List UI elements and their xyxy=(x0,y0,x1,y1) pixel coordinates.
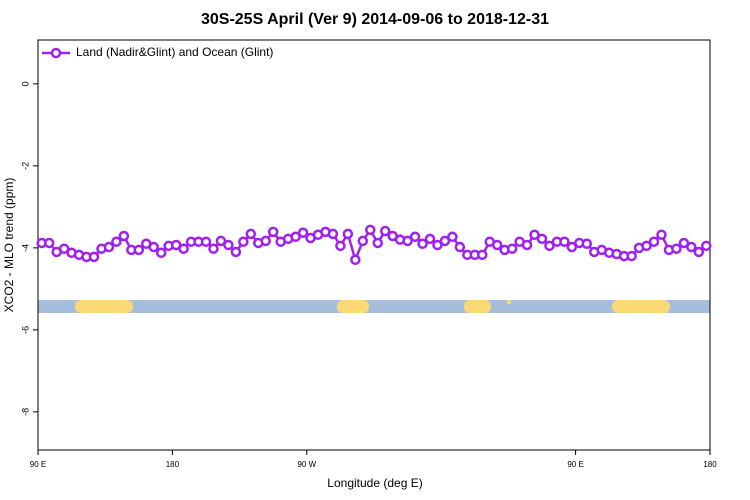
data-point xyxy=(111,236,122,247)
data-point xyxy=(409,231,421,243)
data-point xyxy=(230,246,242,258)
data-point xyxy=(223,239,234,251)
data-point xyxy=(178,243,189,254)
data-point xyxy=(267,226,279,238)
data-point xyxy=(447,231,458,243)
y-tick-label: -6 xyxy=(20,326,30,334)
x-tick-label: 90 W xyxy=(297,460,316,469)
data-point xyxy=(260,235,271,247)
data-point xyxy=(402,235,413,247)
land-segment xyxy=(75,300,133,313)
data-point xyxy=(506,243,518,254)
data-point xyxy=(200,236,212,247)
data-point xyxy=(148,241,159,253)
data-point xyxy=(432,239,443,251)
data-point xyxy=(417,238,428,250)
data-point xyxy=(566,241,578,253)
data-point xyxy=(581,238,593,250)
data-point xyxy=(327,228,339,240)
data-point xyxy=(656,229,667,240)
land-segment xyxy=(464,300,491,313)
data-point xyxy=(701,240,712,252)
data-point xyxy=(686,241,697,253)
data-point xyxy=(626,250,637,262)
legend-label: Land (Nadir&Glint) and Ocean (Glint) xyxy=(76,45,273,59)
data-point xyxy=(491,239,503,251)
data-point xyxy=(544,240,555,252)
data-point xyxy=(678,237,690,249)
data-point xyxy=(238,236,249,247)
data-point xyxy=(529,229,540,240)
y-tick-label: -2 xyxy=(20,162,30,170)
data-point xyxy=(521,239,533,251)
data-point xyxy=(350,254,361,266)
data-point xyxy=(641,240,652,252)
data-point xyxy=(342,228,354,240)
data-point xyxy=(536,233,548,245)
x-tick-label: 180 xyxy=(703,460,717,469)
data-point xyxy=(297,227,309,238)
ocean-band xyxy=(38,300,710,313)
data-point xyxy=(648,236,660,247)
data-point xyxy=(424,233,436,245)
land-ocean-band xyxy=(38,300,710,313)
data-point xyxy=(559,236,570,247)
data-point xyxy=(335,240,346,252)
y-tick-label: -4 xyxy=(20,244,30,252)
y-tick-label: -8 xyxy=(20,408,30,416)
land-segment xyxy=(337,300,369,313)
data-point xyxy=(103,241,115,253)
y-tick-label: 0 xyxy=(20,81,30,86)
data-point xyxy=(693,246,705,258)
y-axis-label: XCO2 - MLO trend (ppm) xyxy=(2,178,16,313)
land-segment xyxy=(612,300,670,313)
chart-title: 30S-25S April (Ver 9) 2014-09-06 to 2018… xyxy=(201,11,549,28)
data-point xyxy=(43,237,55,249)
data-point xyxy=(439,235,451,247)
data-point xyxy=(357,235,369,247)
data-point xyxy=(671,243,682,254)
data-point xyxy=(454,241,466,253)
data-point xyxy=(208,243,219,254)
data-point xyxy=(118,230,130,242)
legend-marker xyxy=(50,47,62,59)
data-point xyxy=(379,225,391,237)
land-segment xyxy=(507,300,511,304)
data-point xyxy=(58,243,70,254)
data-point xyxy=(290,231,301,243)
x-tick-label: 90 E xyxy=(30,460,46,469)
data-point xyxy=(365,224,376,236)
x-tick-label: 180 xyxy=(166,460,180,469)
x-tick-label: 90 E xyxy=(567,460,583,469)
x-axis-label: Longitude (deg E) xyxy=(327,476,422,490)
data-point xyxy=(372,237,383,249)
data-point xyxy=(133,244,145,256)
data-point xyxy=(88,251,100,263)
data-point xyxy=(245,228,257,240)
data-point xyxy=(155,247,167,259)
data-point xyxy=(477,249,488,261)
data-point xyxy=(215,235,227,247)
